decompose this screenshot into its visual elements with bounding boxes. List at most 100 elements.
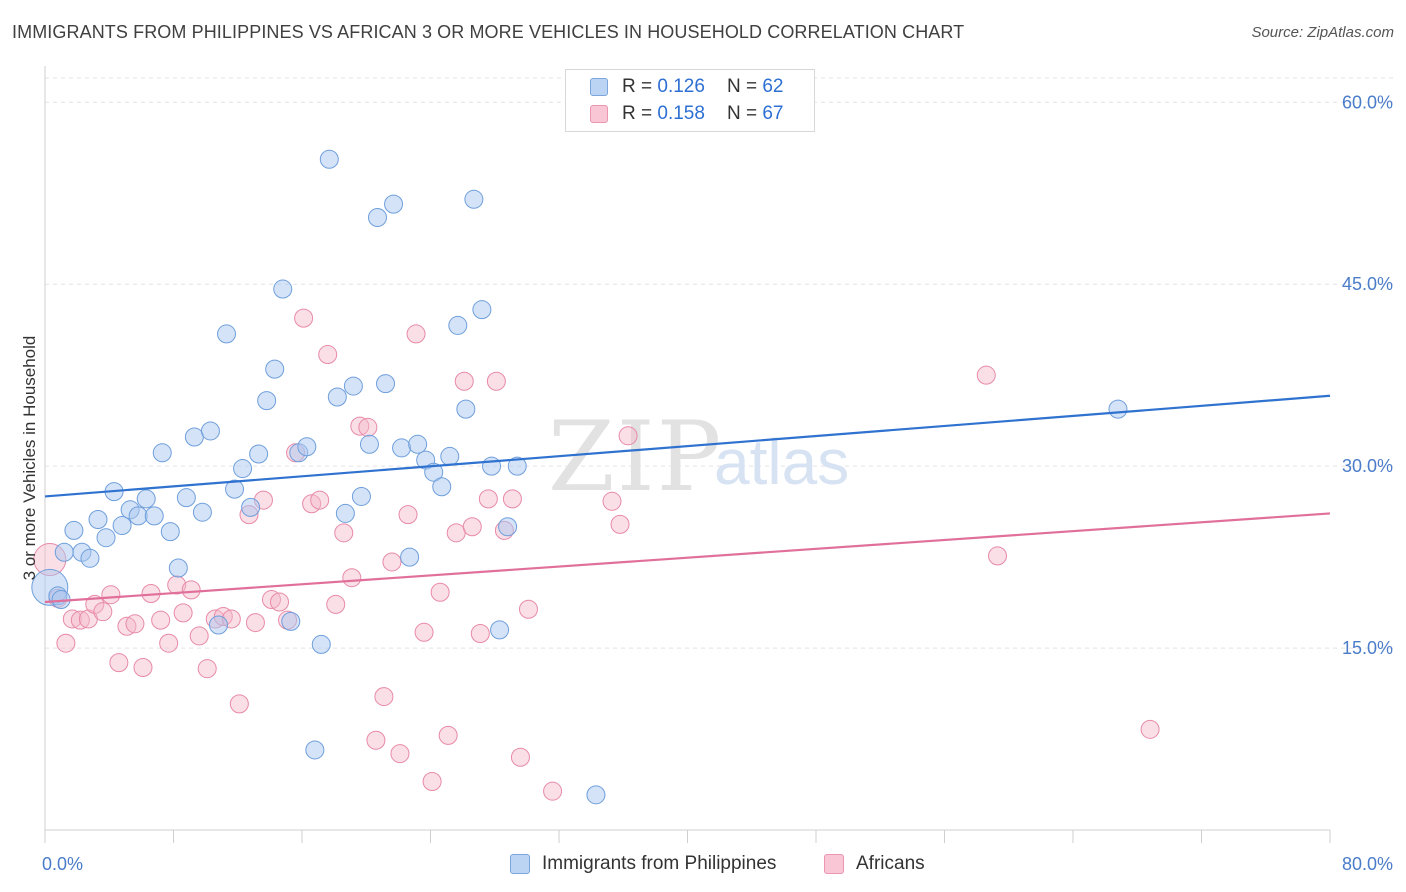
philippines-point — [88, 509, 108, 529]
philippines-point — [448, 315, 468, 335]
legend-row-africans: R = 0.158 N = 67 — [590, 102, 783, 126]
legend-swatch-pink — [590, 105, 608, 123]
legend-n-label: N = — [726, 103, 758, 124]
philippines-point — [281, 611, 301, 631]
philippines-point — [217, 324, 237, 344]
africans-point — [350, 416, 370, 436]
legend-n-value: 62 — [762, 76, 784, 97]
africans-point — [109, 653, 129, 673]
africans-point — [56, 633, 76, 653]
africans-point — [245, 613, 265, 633]
trend-lines — [44, 394, 1331, 604]
africans-point — [414, 622, 434, 642]
philippines-point — [1108, 399, 1128, 419]
africans-point — [618, 426, 638, 446]
africans-point — [70, 610, 90, 630]
bottom-legend-label: Immigrants from Philippines — [542, 853, 777, 874]
africans-point — [988, 546, 1008, 566]
philippines-point — [586, 785, 606, 805]
africans-point — [117, 616, 137, 636]
africans-point — [518, 599, 538, 619]
legend-row-philippines: R = 0.126 N = 62 — [590, 75, 783, 99]
correlation-legend: R = 0.126 N = 62 R = 0.158 N = 67 — [565, 69, 815, 132]
bottom-legend-swatch-blue — [510, 854, 530, 874]
legend-r-label: R = — [622, 76, 653, 97]
y-tick-label: 15.0% — [1342, 638, 1393, 658]
africans-trend-line — [44, 512, 1331, 604]
philippines-point — [432, 477, 452, 497]
philippines-point — [80, 548, 100, 568]
philippines-point — [265, 359, 285, 379]
africans-point — [1140, 719, 1160, 739]
philippines-point — [136, 489, 156, 509]
philippines-point — [273, 279, 293, 299]
philippines-point — [297, 437, 317, 457]
legend-swatch-blue — [590, 78, 608, 96]
africans-point — [261, 590, 281, 610]
philippines-point — [440, 446, 460, 466]
philippines-point — [343, 376, 363, 396]
africans-point — [382, 552, 402, 572]
watermark-zip: ZIP — [548, 401, 723, 513]
africans-point — [430, 582, 450, 602]
y-axis-label: 3 or more Vehicles in Household — [20, 336, 39, 581]
tick-labels: 15.0% 30.0% 45.0% 60.0% 0.0% 80.0% — [42, 92, 1393, 874]
philippines-point — [225, 479, 245, 499]
africans-point — [390, 744, 410, 764]
philippines-trend-line — [44, 394, 1331, 498]
africans-point — [610, 514, 630, 534]
africans-point — [478, 489, 498, 509]
africans-point — [374, 687, 394, 707]
philippines-point — [376, 374, 396, 394]
bottom-legend-philippines: Immigrants from Philippines — [510, 850, 776, 878]
philippines-point — [311, 634, 331, 654]
philippines-point — [498, 517, 518, 537]
legend-r-value: 0.126 — [657, 76, 705, 97]
africans-point — [229, 694, 249, 714]
africans-point — [318, 345, 338, 365]
y-tick-label: 45.0% — [1342, 274, 1393, 294]
philippines-point — [208, 615, 228, 635]
axes — [44, 66, 1331, 843]
africans-point — [334, 523, 354, 543]
philippines-point — [351, 486, 371, 506]
philippines-point — [152, 443, 172, 463]
philippines-point — [200, 421, 220, 441]
africans-point — [502, 489, 522, 509]
legend-r-label: R = — [622, 103, 653, 124]
watermark-atlas: atlas — [714, 426, 849, 498]
philippines-point — [482, 456, 502, 476]
africans-point — [398, 505, 418, 525]
africans-point — [197, 659, 217, 679]
philippines-point — [424, 462, 444, 482]
africans-point — [486, 371, 506, 391]
philippines-point — [168, 558, 188, 578]
philippines-point — [241, 497, 261, 517]
bottom-legend-label: Africans — [856, 853, 925, 874]
philippines-point — [249, 444, 269, 464]
africans-point — [510, 747, 530, 767]
philippines-point — [335, 503, 355, 523]
africans-point — [462, 517, 482, 537]
africans-point — [543, 781, 563, 801]
africans-point — [62, 609, 82, 629]
philippines-point — [192, 502, 212, 522]
philippines-point — [327, 387, 347, 407]
bottom-legend-swatch-pink — [824, 854, 844, 874]
legend-n-label: N = — [726, 76, 758, 97]
africans-point — [294, 308, 314, 328]
y-tick-label: 30.0% — [1342, 456, 1393, 476]
africans-point — [422, 771, 442, 791]
philippines-point — [233, 459, 253, 479]
africans-point — [602, 491, 622, 511]
africans-point — [454, 371, 474, 391]
philippines-point — [128, 506, 148, 526]
philippines-point — [464, 189, 484, 209]
philippines-point — [160, 522, 180, 542]
philippines-point — [54, 542, 74, 562]
philippines-point — [472, 300, 492, 320]
africans-point — [151, 610, 171, 630]
africans-point — [189, 626, 209, 646]
africans-point — [125, 614, 145, 634]
philippines-point — [408, 434, 428, 454]
